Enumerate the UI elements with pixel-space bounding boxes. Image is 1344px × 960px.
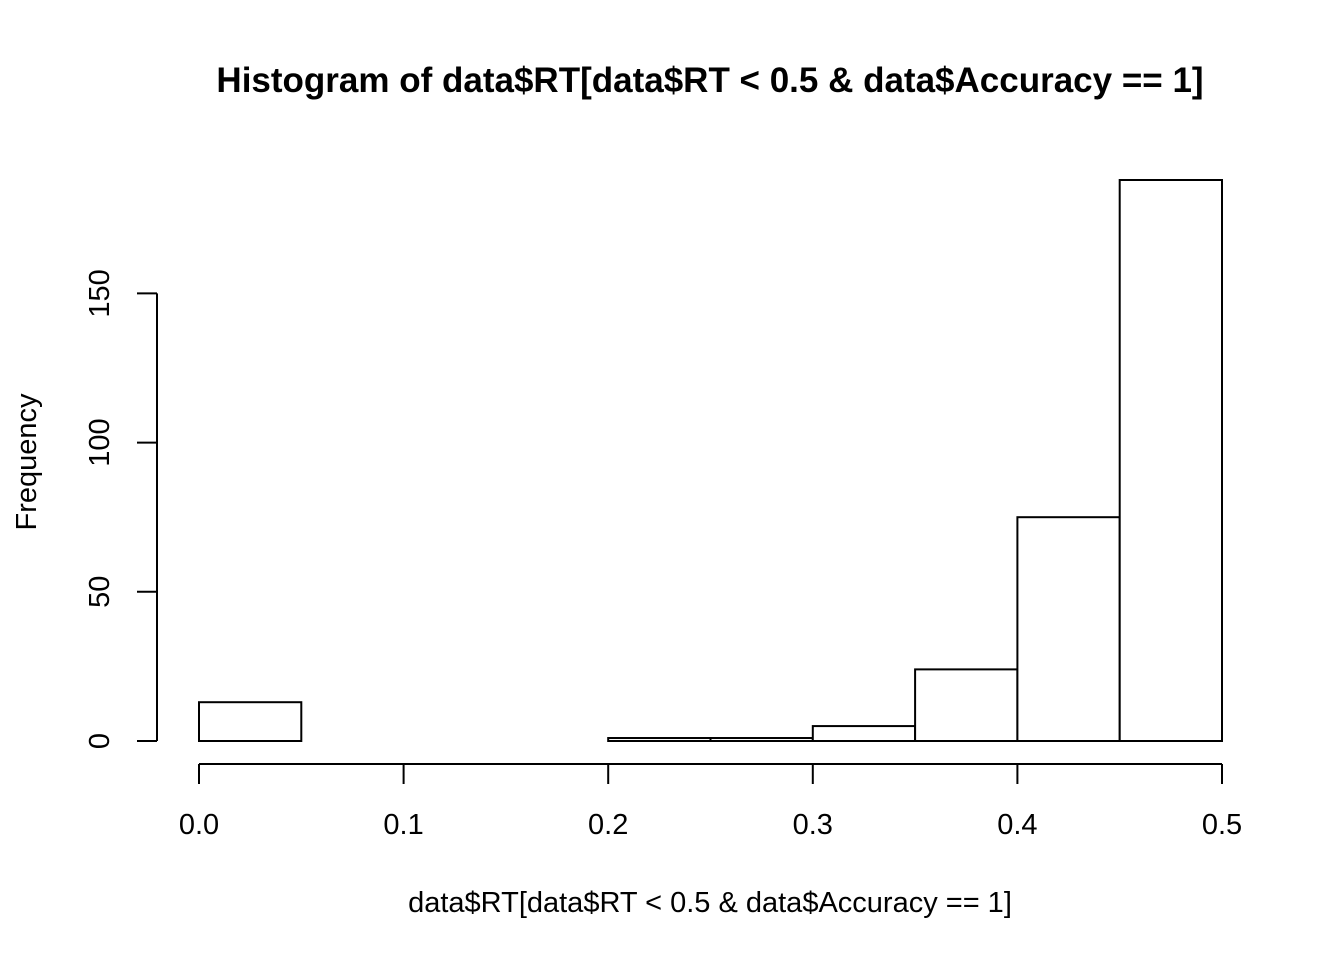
y-tick-label: 150	[84, 269, 116, 317]
y-tick-label: 50	[84, 576, 116, 608]
y-tick-label: 100	[84, 418, 116, 466]
histogram-bar-4	[607, 737, 712, 742]
histogram-bar-7	[914, 668, 1019, 743]
chart-title: Histogram of data$RT[data$RT < 0.5 & dat…	[216, 61, 1203, 100]
x-tick-label: 0.1	[383, 809, 423, 841]
x-axis: 0.0 0.1 0.2 0.3 0.4 0.5	[179, 763, 1242, 841]
histogram-bar-8	[1016, 516, 1121, 743]
histogram-bar-5	[709, 737, 814, 742]
x-tick-label: 0.5	[1202, 809, 1242, 841]
x-axis-label: data$RT[data$RT < 0.5 & data$Accuracy ==…	[408, 887, 1012, 919]
x-tick-label: 0.3	[793, 809, 833, 841]
x-tick-label: 0.0	[179, 809, 219, 841]
histogram-bar-9	[1118, 179, 1223, 742]
y-axis-label: Frequency	[11, 393, 43, 531]
histogram-bar-6	[811, 725, 917, 742]
bars-group	[198, 179, 1223, 743]
histogram-bar-0	[198, 701, 303, 743]
y-tick-label: 0	[84, 733, 116, 749]
x-tick-label: 0.2	[588, 809, 628, 841]
y-axis: 0 50 100 150	[84, 269, 158, 749]
x-tick-label: 0.4	[997, 809, 1037, 841]
